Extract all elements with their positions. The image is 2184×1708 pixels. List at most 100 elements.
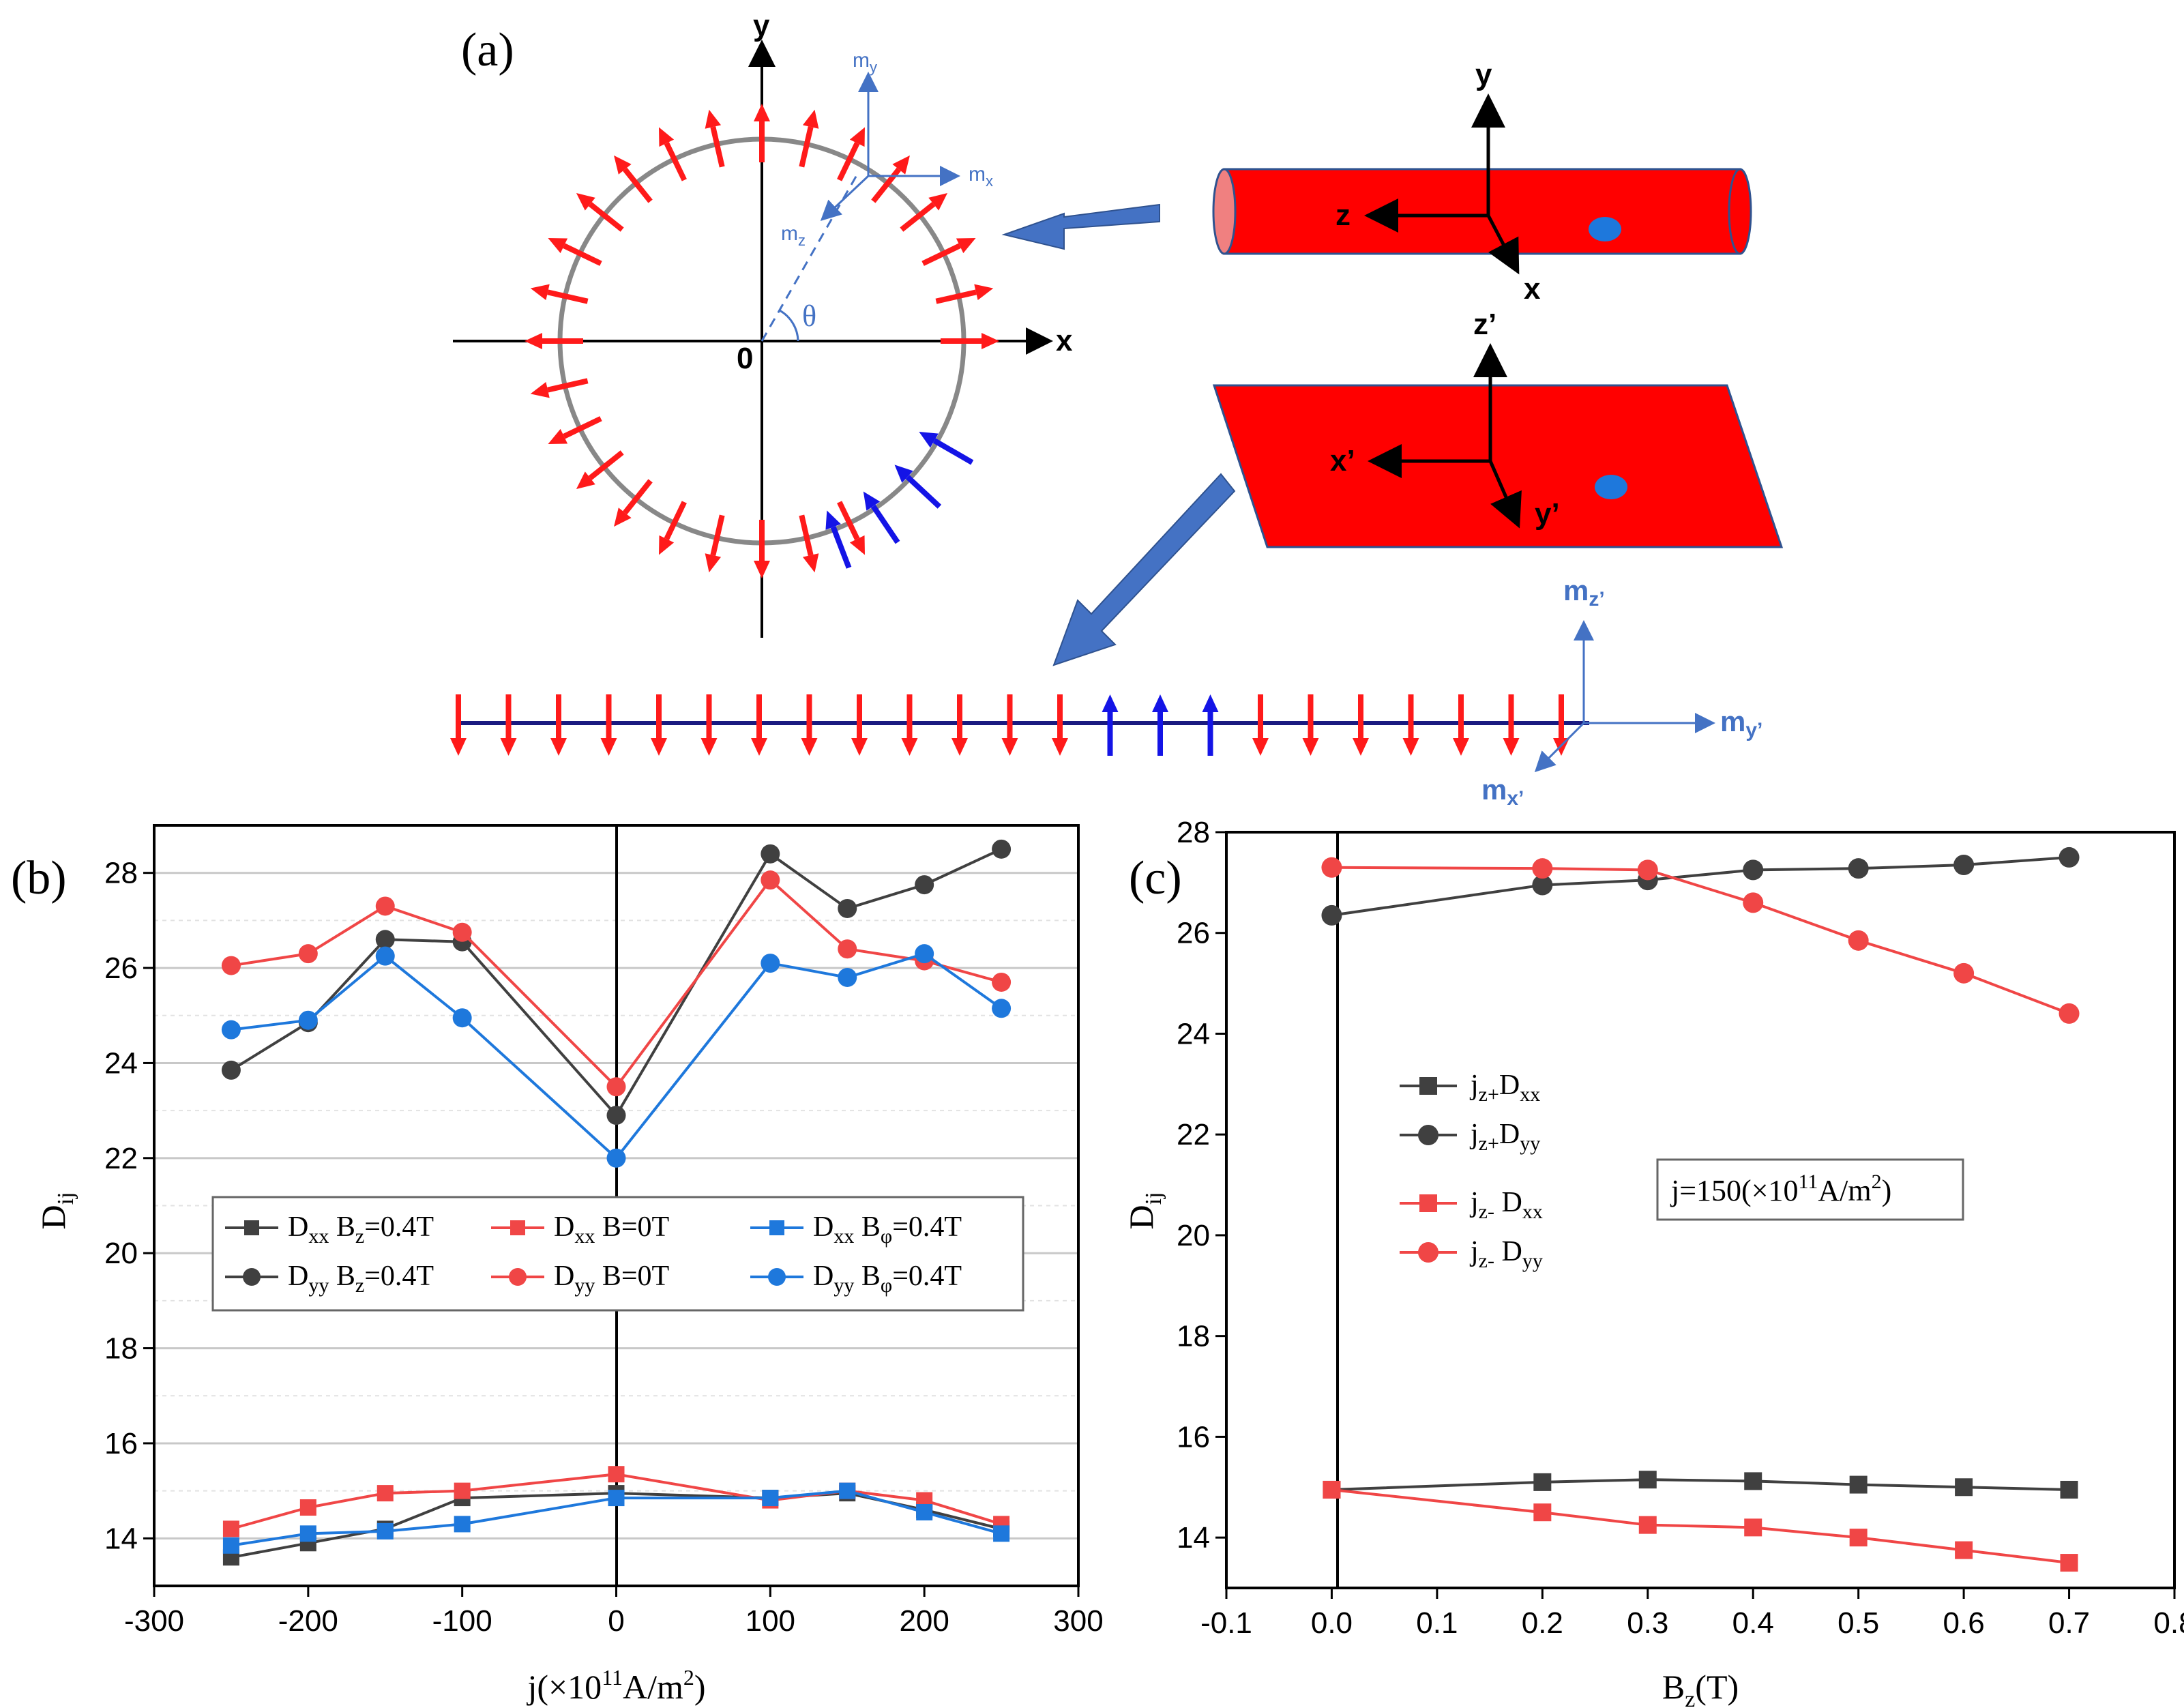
- x-tick-label: 200: [899, 1604, 949, 1638]
- data-point: [838, 968, 857, 987]
- chain-spin-down: [600, 694, 617, 756]
- chain-spin-down: [450, 694, 467, 756]
- y-tick-label: 24: [104, 1046, 138, 1080]
- panel-b-legend: Dxx Bz=0.4T Dxx B=0T Dxx Bφ=0.4T Dyy Bz=0.4…: [211, 1196, 1024, 1312]
- y-tick-label: 28: [104, 857, 138, 890]
- panel-b: (b) -300 -200 -100 0 100 200 300 14 16 18 20 22 24 26…: [11, 824, 1104, 1706]
- data-point: [222, 1537, 239, 1554]
- circle-spin-outward: [837, 501, 865, 555]
- circle-spin-outward: [576, 193, 624, 232]
- series-5: [221, 944, 1012, 1168]
- circle-spin-outward: [900, 193, 948, 232]
- data-point: [454, 1482, 471, 1499]
- data-point: [298, 944, 318, 964]
- legend-label: Dxx Bφ=0.4T: [813, 1211, 962, 1248]
- legend-item-b: Dyy Bφ=0.4T: [750, 1261, 962, 1297]
- plate-to-chain-arrow: [1052, 473, 1236, 666]
- data-point: [299, 1499, 316, 1516]
- data-point: [1955, 1478, 1973, 1497]
- x-tick-label: 0.5: [1838, 1606, 1879, 1640]
- legend-marker: [1418, 1242, 1438, 1263]
- circle-spin-outward: [941, 333, 999, 349]
- data-point: [375, 930, 395, 949]
- circle-spin-outward: [576, 450, 624, 489]
- circle-spin-outward: [837, 127, 865, 181]
- x-tick-label: 0.2: [1522, 1606, 1563, 1640]
- circle-spin-outward: [659, 127, 687, 181]
- circle-spin-outward: [799, 109, 819, 168]
- series-line: [1331, 866, 2070, 1015]
- chain-mz-label: mz’: [1563, 574, 1605, 610]
- y-tick-label: 20: [104, 1237, 138, 1270]
- mz-label: mz: [781, 222, 806, 249]
- legend-item-b: Dxx Bφ=0.4T: [750, 1211, 962, 1248]
- x-tick-label: 100: [746, 1604, 795, 1638]
- chain-spin-up: [1102, 694, 1119, 756]
- y-tick-label: 28: [1177, 816, 1210, 849]
- circle-spin-outward: [799, 514, 819, 573]
- legend-item-b: Dyy B=0T: [491, 1261, 669, 1297]
- legend-marker: [243, 1268, 261, 1286]
- x-tick-label: -300: [124, 1604, 184, 1638]
- data-point: [1532, 874, 1553, 896]
- panel-c-note: j=150(×1011A/m2): [1656, 1158, 1964, 1221]
- y-tick-label: 18: [104, 1332, 138, 1366]
- chain-spin-up: [1202, 694, 1219, 756]
- data-point: [222, 1520, 239, 1537]
- legend-label: Dyy Bz=0.4T: [288, 1261, 434, 1297]
- data-point: [452, 1008, 472, 1028]
- legend-marker: [1419, 1077, 1437, 1095]
- series-0: [1323, 1471, 2078, 1499]
- data-point: [1955, 1541, 1973, 1559]
- data-point: [1637, 859, 1658, 881]
- data-point: [1323, 1480, 1341, 1499]
- plate-z-label: z’: [1473, 308, 1496, 341]
- chain-spin-down: [550, 694, 567, 756]
- series-2: [222, 1482, 1010, 1554]
- y-tick-label: 26: [1177, 917, 1210, 950]
- chain-spin-arrows: [450, 694, 1569, 756]
- data-point: [1638, 1471, 1657, 1489]
- data-point: [2060, 1554, 2078, 1572]
- circle-spin-outward: [921, 238, 976, 266]
- data-point: [221, 956, 241, 975]
- spin-circle-diagram: x y 0 θ my mx mz: [453, 9, 1073, 638]
- circle-spin-outward: [614, 155, 653, 203]
- chain-spin-down: [1252, 694, 1269, 756]
- data-point: [221, 1020, 241, 1040]
- panel-c-legend: jz+Dxx jz+Dyy jz- Dxx jz- Dyy: [1400, 1070, 1543, 1272]
- chain-spin-down: [801, 694, 818, 756]
- data-point: [606, 1077, 626, 1097]
- circle-spin-inward: [919, 432, 974, 465]
- data-point: [377, 1522, 394, 1540]
- data-point: [1321, 904, 1342, 926]
- my-label: my: [853, 49, 877, 76]
- y-tick-label: 14: [1177, 1521, 1210, 1555]
- circle-spin-outward: [530, 284, 589, 304]
- data-point: [2060, 1480, 2078, 1499]
- chain-spin-down: [1503, 694, 1520, 756]
- data-point: [915, 875, 934, 895]
- y-tick-label: 14: [104, 1522, 138, 1555]
- x-tick-label: 300: [1053, 1604, 1103, 1638]
- data-point: [2058, 846, 2080, 868]
- nanofilm-plate: z’ x’ y’: [1212, 308, 1784, 548]
- legend-item-c: jz+Dyy: [1400, 1119, 1540, 1155]
- legend-item-c: jz- Dyy: [1400, 1236, 1543, 1272]
- nanotube-cylinder: y z x: [1212, 58, 1752, 306]
- chain-spin-down: [1453, 694, 1469, 756]
- y-tick-label: 22: [1177, 1118, 1210, 1151]
- plate-body: [1212, 384, 1784, 548]
- circle-spin-inward: [825, 510, 852, 569]
- data-point: [1638, 1516, 1657, 1534]
- circle-spin-arrows: [525, 104, 999, 578]
- data-point: [992, 839, 1012, 859]
- circle-spin-outward: [705, 514, 725, 573]
- panel-a: (a) x y 0 θ my mx mz: [450, 9, 1784, 810]
- series-1: [222, 1466, 1010, 1537]
- data-point: [1743, 859, 1764, 881]
- legend-label: jz+Dxx: [1469, 1070, 1540, 1106]
- spin-chain-diagram: mz’ my’ mx’: [450, 574, 1762, 810]
- panel-c-x-axis-title: Bz(T): [1662, 1668, 1739, 1708]
- panel-a-label: (a): [461, 24, 514, 76]
